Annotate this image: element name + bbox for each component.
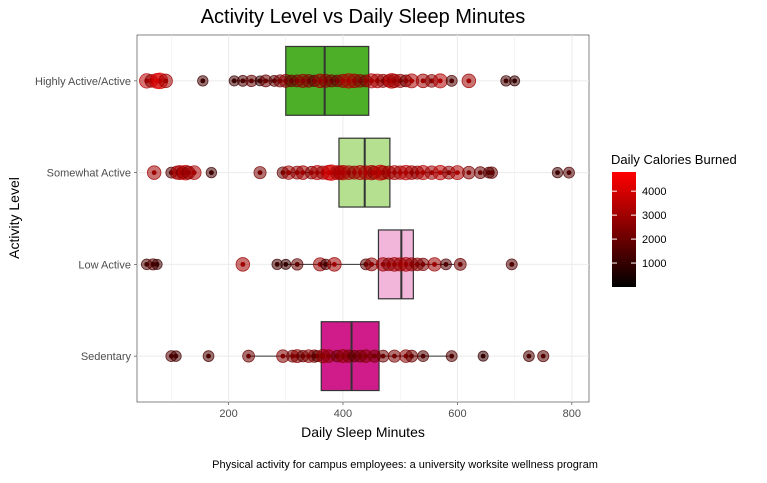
data-point-center [369,261,374,267]
data-points [139,72,575,364]
data-point-center [274,261,280,267]
data-point-center [240,78,246,84]
legend-colorbar [612,172,636,287]
data-point-center [283,261,289,267]
data-point-center [246,353,251,359]
legend-tick-label: 3000 [642,210,666,222]
y-axis-ticks: Highly Active/Active Somewhat Active Low A… [35,76,137,363]
x-axis-label: Daily Sleep Minutes [301,424,425,440]
data-point-center [503,78,509,84]
data-point-center [208,170,214,176]
data-point-center [477,170,483,176]
data-point-center [526,353,532,359]
data-point-center [449,78,455,84]
data-point-center [489,170,495,176]
x-tick-label: 400 [334,408,352,420]
data-point-center [151,170,157,176]
legend-tick-label: 1000 [642,258,666,270]
data-point-center [173,353,179,359]
legend-tick-label: 2000 [642,234,666,246]
y-tick-label: Sedentary [81,351,132,363]
chart-title: Activity Level vs Daily Sleep Minutes [201,6,526,28]
x-tick-label: 200 [219,408,237,420]
data-point-center [555,170,560,176]
data-point-center [455,170,460,176]
data-point-center [257,170,263,176]
data-point-center [363,353,369,359]
data-point-center [437,78,443,84]
data-point-center [392,353,397,359]
data-point-center [437,170,443,176]
data-point-center [457,261,463,267]
data-point-center [206,353,211,359]
y-tick-label: Highly Active/Active [35,76,131,88]
x-tick-label: 800 [563,408,581,420]
data-point-center [409,353,415,359]
data-point-center [432,261,437,267]
y-tick-label: Low Active [78,259,131,271]
data-point-center [566,170,572,176]
data-point-center [294,261,300,267]
data-point-center [509,261,515,267]
data-point-center [466,170,472,176]
x-axis-ticks: 200 400 600 800 [219,402,581,420]
data-point-center [163,78,169,84]
data-point-center [154,261,160,267]
data-point-center [286,170,292,176]
data-point-center [380,353,386,359]
data-point-center [512,78,518,84]
data-point-center [191,170,197,176]
chart-caption: Physical activity for campus employees: … [212,459,598,471]
data-point-center [300,170,306,176]
data-point-center [326,353,332,359]
data-point-center [466,78,472,84]
data-point-center [231,78,237,84]
data-point-center [446,170,452,176]
data-point-center [420,170,426,176]
data-point-center [420,78,426,84]
data-point-center [200,78,206,84]
y-tick-label: Somewhat Active [47,168,131,180]
data-point-center [280,353,286,359]
data-point-center [249,78,254,84]
data-point-center [331,261,337,267]
data-point-center [443,261,449,267]
data-point-center [372,353,377,359]
data-point-center [480,353,486,359]
legend-tick-label: 4000 [642,186,666,198]
data-point-center [420,261,426,267]
data-point-center [420,353,426,359]
data-point-center [540,353,546,359]
data-point-center [449,353,455,359]
x-tick-label: 600 [448,408,466,420]
y-axis-label: Activity Level [6,177,22,259]
data-point-center [263,78,269,84]
legend-title: Daily Calories Burned [611,152,737,167]
legend-ticks: 1000 2000 3000 4000 [612,186,666,270]
data-point-center [323,261,329,267]
data-point-center [240,261,246,267]
data-point-center [409,78,415,84]
